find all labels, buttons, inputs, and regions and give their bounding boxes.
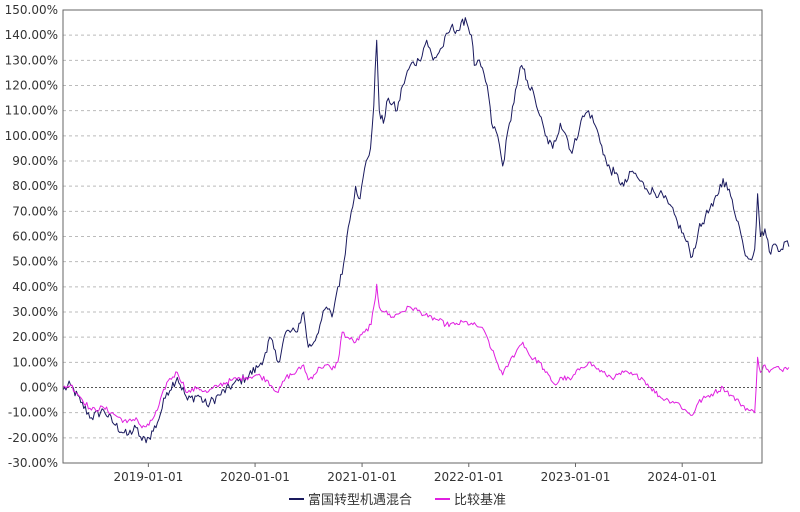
legend-label-series-1: 富国转型机遇混合 (308, 492, 412, 508)
plot-frame (62, 9, 763, 464)
y-tick-label: -10.00% (8, 406, 58, 420)
x-tick-label: 2019-01-01 (113, 470, 183, 484)
series-lines (62, 17, 790, 444)
legend-label-series-2: 比较基准 (454, 493, 506, 508)
x-tick-label: 2024-01-01 (647, 470, 717, 484)
y-tick-label: 0.00% (20, 381, 58, 395)
y-tick-label: 120.00% (5, 79, 58, 93)
y-axis-ticks: 150.00% 140.00% 130.00% 120.00% 110.00% 100.0… (5, 3, 58, 470)
series-line-1 (62, 17, 790, 444)
y-tick-label: 80.00% (12, 179, 58, 193)
legend: 富国转型机遇混合 比较基准 (289, 492, 506, 508)
x-axis-ticks: 2019-01-01 2020-01-01 2021-01-01 2022-01-01… (113, 463, 717, 484)
y-tick-label: 40.00% (12, 280, 58, 294)
x-tick-label: 2023-01-01 (541, 470, 611, 484)
y-tick-label: 140.00% (5, 28, 58, 42)
series-line-2 (62, 283, 790, 429)
y-tick-label: 100.00% (5, 129, 58, 143)
x-tick-label: 2022-01-01 (434, 470, 504, 484)
x-tick-label: 2020-01-01 (220, 470, 290, 484)
y-tick-label: 60.00% (12, 230, 58, 244)
y-tick-label: 130.00% (5, 53, 58, 67)
x-tick-label: 2021-01-01 (327, 470, 397, 484)
y-tick-label: -30.00% (8, 456, 58, 470)
y-tick-label: 110.00% (5, 104, 58, 118)
y-tick-label: 10.00% (12, 355, 58, 369)
y-tick-label: 30.00% (12, 305, 58, 319)
y-tick-label: -20.00% (8, 431, 58, 445)
y-tick-label: 150.00% (5, 3, 58, 17)
y-tick-label: 20.00% (12, 330, 58, 344)
y-tick-label: 70.00% (12, 204, 58, 218)
y-tick-label: 50.00% (12, 255, 58, 269)
y-tick-label: 90.00% (12, 154, 58, 168)
